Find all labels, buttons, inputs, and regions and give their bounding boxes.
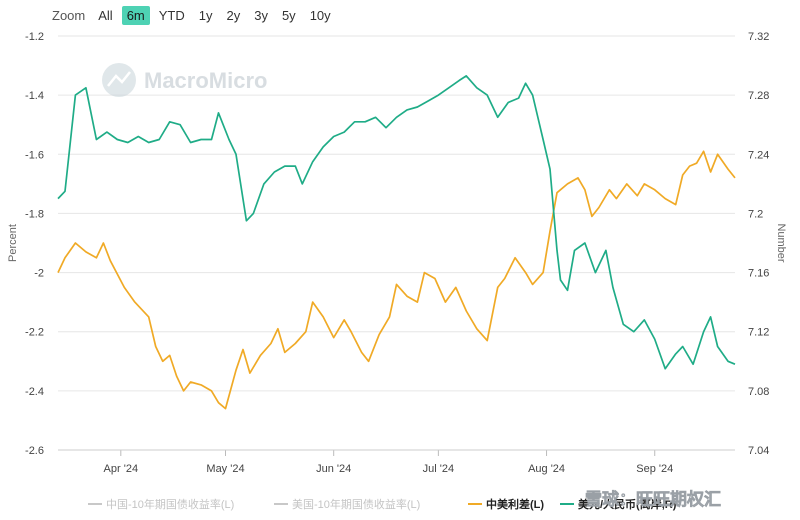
left-tick-label: -1.2 [25, 31, 44, 43]
left-tick-label: -1.8 [25, 208, 44, 220]
zoom-button-3y[interactable]: 3y [254, 7, 268, 23]
zoom-button-2y[interactable]: 2y [226, 7, 241, 23]
watermark-logo-mark [107, 71, 131, 87]
left-tick-label: -2 [34, 268, 44, 280]
x-tick-label: Aug '24 [528, 463, 565, 475]
legend-item[interactable]: 美国-10年期国债收益率(L) [292, 497, 420, 511]
zoom-button-6m[interactable]: 6m [121, 5, 150, 25]
legend-item[interactable]: 美元/人民币(离岸,R) [578, 497, 677, 511]
series-line-spread [57, 150, 736, 410]
left-axis-ticks: -1.2 -1.4 -1.6 -1.8 -2 -2.2 -2.4 -2.6 [25, 31, 44, 457]
right-tick-label: 7.24 [748, 149, 769, 161]
right-tick-label: 7.28 [748, 90, 769, 102]
right-tick-label: 7.12 [748, 327, 769, 339]
zoom-button-ytd[interactable]: YTD [158, 7, 185, 23]
left-tick-label: -2.6 [25, 445, 44, 457]
series-lines [57, 75, 736, 410]
watermark: MacroMicro [102, 63, 267, 97]
watermark-text: MacroMicro [144, 68, 267, 93]
x-tick-label: Jun '24 [316, 463, 351, 475]
right-tick-label: 7.08 [748, 386, 769, 398]
left-tick-label: -2.4 [25, 386, 44, 398]
x-tick-label: May '24 [206, 463, 244, 475]
left-axis-title: Percent [7, 224, 19, 262]
right-tick-label: 7.32 [748, 31, 769, 43]
left-tick-label: -1.4 [25, 90, 44, 102]
right-tick-label: 7.04 [748, 445, 769, 457]
right-tick-label: 7.2 [748, 208, 763, 220]
legend-item[interactable]: 中美利差(L) [486, 497, 544, 511]
left-tick-label: -2.2 [25, 327, 44, 339]
right-tick-label: 7.16 [748, 268, 769, 280]
legend: 中国-10年期国债收益率(L) 美国-10年期国债收益率(L) 中美利差(L) 美元/… [88, 497, 677, 511]
x-axis-ticks: Apr '24 May '24 Jun '24 Jul '24 Aug '24 Sep '… [58, 449, 735, 475]
right-axis-title: Number [775, 223, 787, 262]
left-tick-label: -1.6 [25, 149, 44, 161]
legend-item[interactable]: 中国-10年期国债收益率(L) [106, 497, 234, 511]
footer-watermark: 雪球：旺旺期权汇 [585, 489, 721, 509]
zoom-button-5y[interactable]: 5y [281, 7, 296, 23]
x-tick-label: Jul '24 [423, 463, 454, 475]
zoom-label: Zoom [52, 7, 86, 23]
series-line-usdcny [57, 75, 736, 370]
zoom-button-10y[interactable]: 10y [309, 7, 331, 23]
zoom-toolbar: Zoom All 6m YTD 1y 2y 3y 5y 10y [52, 4, 336, 26]
right-axis-ticks: 7.32 7.28 7.24 7.2 7.16 7.12 7.08 7.04 [748, 31, 769, 457]
x-tick-label: Apr '24 [104, 463, 139, 475]
zoom-button-all[interactable]: All [98, 7, 113, 23]
gridlines [58, 35, 735, 451]
x-tick-label: Sep '24 [636, 463, 673, 475]
zoom-button-1y[interactable]: 1y [198, 7, 213, 23]
